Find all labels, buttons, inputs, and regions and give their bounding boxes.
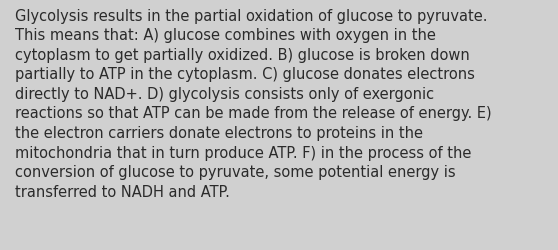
Text: Glycolysis results in the partial oxidation of glucose to pyruvate.
This means t: Glycolysis results in the partial oxidat… [16, 8, 492, 199]
